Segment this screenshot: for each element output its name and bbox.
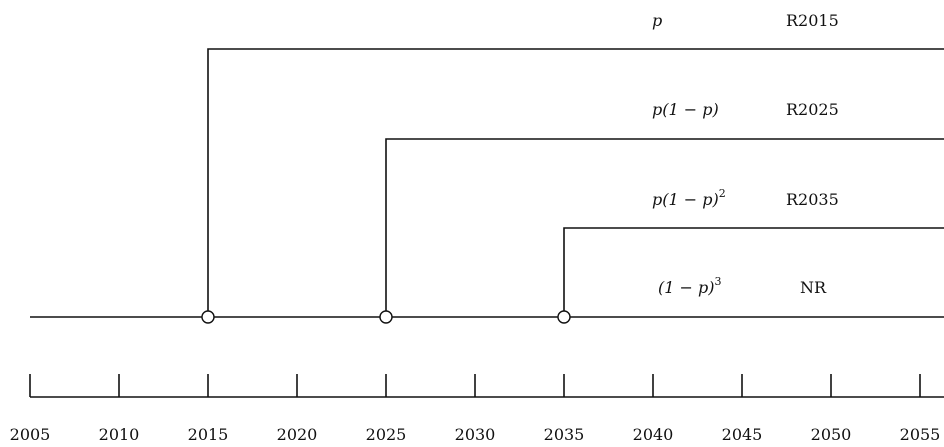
branch-r2025-probability: p(1 − p) — [652, 100, 719, 119]
node-2015 — [201, 310, 215, 324]
tick-label-2015: 2015 — [188, 425, 229, 444]
main-line-label: NR — [800, 278, 827, 297]
tick-label-2045: 2045 — [722, 425, 763, 444]
branch-r2025-label: R2025 — [786, 100, 839, 119]
tick-label-2030: 2030 — [455, 425, 496, 444]
node-2035 — [557, 310, 571, 324]
tick-label-2005: 2005 — [10, 425, 51, 444]
tick-label-2010: 2010 — [99, 425, 140, 444]
branch-r2035-line — [563, 227, 944, 317]
branch-r2035-probability: p(1 − p)2 — [652, 187, 726, 209]
branch-r2015-probability: p — [652, 11, 662, 30]
year-ticks: 2005 2010 2015 2020 2025 2030 2035 2040 2045 2050… — [10, 374, 941, 444]
tick-label-2050: 2050 — [811, 425, 852, 444]
tick-label-2040: 2040 — [633, 425, 674, 444]
main-line-probability: (1 − p)3 — [658, 275, 721, 297]
tick-label-2025: 2025 — [366, 425, 407, 444]
node-2025 — [379, 310, 393, 324]
branch-r2035-label: R2035 — [786, 190, 839, 209]
tick-label-2020: 2020 — [277, 425, 318, 444]
branch-r2015-label: R2015 — [786, 11, 839, 30]
tick-label-2035: 2035 — [544, 425, 585, 444]
branch-r2025-line — [385, 138, 944, 317]
branch-r2015-line — [207, 48, 944, 317]
tick-label-2055: 2055 — [900, 425, 941, 444]
